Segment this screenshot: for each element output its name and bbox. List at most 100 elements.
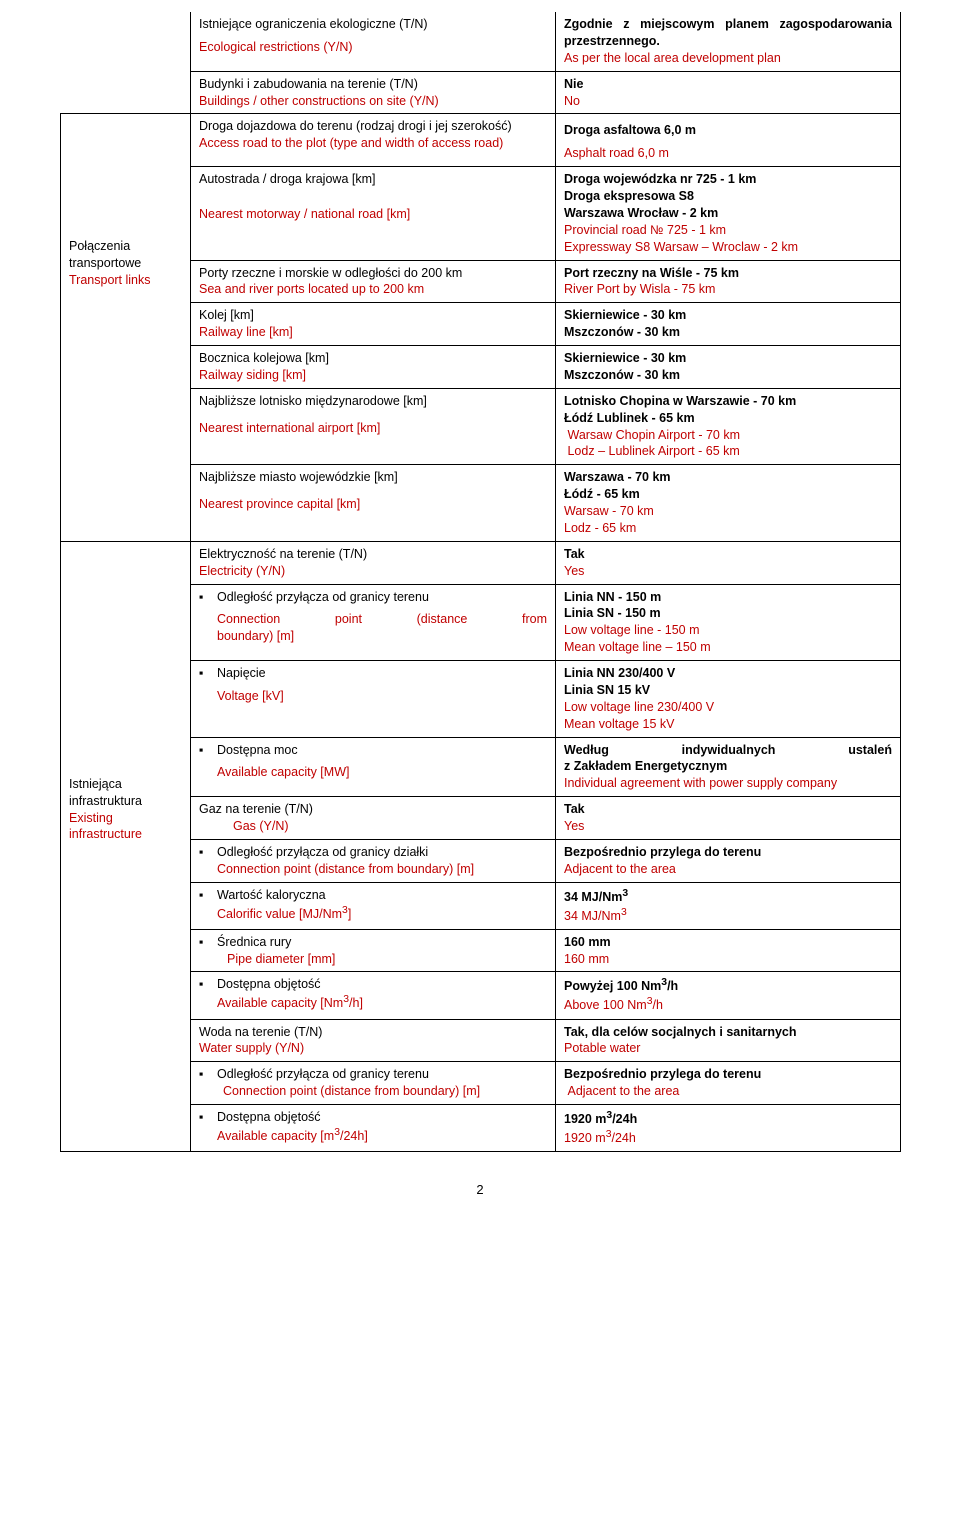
label-en: Water supply (Y/N) [199,1040,547,1057]
value-pl2: Mszczonów - 30 km [564,324,892,341]
value-en: Individual agreement with power supply c… [564,775,892,792]
label-en: Buildings / other constructions on site … [199,93,547,110]
label-cell: ▪ Odległość przyłącza od granicy terenu … [191,584,556,661]
label-en: Available capacity [m3/24h] [217,1126,547,1145]
value-cell: Bezpośrednio przylega do terenu Adjacent… [556,1062,901,1105]
label-cell: Najbliższe lotnisko międzynarodowe [km] … [191,388,556,465]
section-title-en1: Existing [69,810,182,827]
label-pl: Gaz na terenie (T/N) [199,801,547,818]
label-en: Voltage [kV] [217,688,547,705]
value-cell: Zgodnie z miejscowym planem zagospodarow… [556,12,901,71]
value-en: As per the local area development plan [564,50,892,67]
value-cell: Powyżej 100 Nm3/h Above 100 Nm3/h [556,972,901,1019]
value-en: Adjacent to the area [564,1083,892,1100]
label-pl: Bocznica kolejowa [km] [199,350,547,367]
label-cell: ▪ Dostępna objętość Available capacity [… [191,1105,556,1152]
value-cell: 34 MJ/Nm3 34 MJ/Nm3 [556,882,901,929]
value-en: Adjacent to the area [564,861,892,878]
value-en: River Port by Wisla - 75 km [564,281,892,298]
label-pl: Odległość przyłącza od granicy terenu [217,1066,547,1083]
value-cell: Według indywidualnych ustaleńz Zakładem … [556,737,901,797]
value-cell: Tak Yes [556,541,901,584]
value-en: Warsaw - 70 km [564,503,892,520]
value-cell: Linia NN - 150 m Linia SN - 150 m Low vo… [556,584,901,661]
value-cell: Tak Yes [556,797,901,840]
label-pl: Budynki i zabudowania na terenie (T/N) [199,76,547,93]
value-pl: 1920 m3/24h [564,1109,892,1128]
value-pl: Zgodnie z miejscowym planem zagospodarow… [564,16,892,50]
section-header: Połączenia transportowe Transport links [61,114,191,541]
value-cell: Tak, dla celów socjalnych i sanitarnych … [556,1019,901,1062]
empty-cell [61,12,191,114]
label-pl: Woda na terenie (T/N) [199,1024,547,1041]
value-cell: Lotnisko Chopina w Warszawie - 70 km Łód… [556,388,901,465]
value-pl: 160 mm [564,934,892,951]
label-pl: Najbliższe miasto wojewódzkie [km] [199,469,547,486]
value-cell: Droga asfaltowa 6,0 m Asphalt road 6,0 m [556,114,901,167]
label-cell: ▪ Dostępna moc Available capacity [MW] [191,737,556,797]
value-en: Low voltage line 230/400 V [564,699,892,716]
value-cell: Nie No [556,71,901,114]
label-cell: Porty rzeczne i morskie w odległości do … [191,260,556,303]
label-pl: Wartość kaloryczna [217,887,547,904]
section-title-pl: Połączenia [69,238,182,255]
label-cell: ▪ Średnica rury Pipe diameter [mm] [191,929,556,972]
value-pl: Port rzeczny na Wiśle - 75 km [564,265,892,282]
value-pl: Bezpośrednio przylega do terenu [564,1066,892,1083]
value-en: Yes [564,563,892,580]
label-en: Connection point (distance from boundary… [217,861,547,878]
label-cell: Elektryczność na terenie (T/N) Electrici… [191,541,556,584]
section-title-pl2: transportowe [69,255,182,272]
label-pl: Najbliższe lotnisko międzynarodowe [km] [199,393,547,410]
section-title-en: Transport links [69,272,182,289]
label-pl: Napięcie [217,665,547,682]
value-cell: Droga wojewódzka nr 725 - 1 km Droga eks… [556,167,901,260]
label-en: Railway line [km] [199,324,547,341]
value-cell: 1920 m3/24h 1920 m3/24h [556,1105,901,1152]
value-cell: Warszawa - 70 km Łódź - 65 km Warsaw - 7… [556,465,901,542]
property-table: Istniejące ograniczenia ekologiczne (T/N… [60,12,901,1152]
label-en: Sea and river ports located up to 200 km [199,281,547,298]
label-en-b: boundary) [m] [217,628,547,645]
value-en: Yes [564,818,892,835]
value-en2: Mean voltage 15 kV [564,716,892,733]
label-pl: Dostępna objętość [217,976,547,993]
value-en2: Lodz – Lublinek Airport - 65 km [564,443,892,460]
label-pl: Elektryczność na terenie (T/N) [199,546,547,563]
value-cell: Skierniewice - 30 km Mszczonów - 30 km [556,346,901,389]
section-title-pl: Istniejąca [69,776,182,793]
label-en: Pipe diameter [mm] [227,951,547,968]
value-cell: Bezpośrednio przylega do terenu Adjacent… [556,839,901,882]
section-header: Istniejącainfrastruktura Existing infras… [61,541,191,1151]
label-en: Connection point (distance from boundary… [223,1083,547,1100]
label-cell: Najbliższe miasto wojewódzkie [km] Neare… [191,465,556,542]
value-pl2: Linia SN 15 kV [564,682,892,699]
label-pl: Dostępna objętość [217,1109,547,1126]
label-en: Ecological restrictions (Y/N) [199,39,547,56]
label-cell: Droga dojazdowa do terenu (rodzaj drogi … [191,114,556,167]
label-pl: Kolej [km] [199,307,547,324]
label-en: Nearest motorway / national road [km] [199,206,547,223]
value-pl: Tak, dla celów socjalnych i sanitarnych [564,1024,892,1041]
label-en-a: Connection point (distance from [217,611,547,628]
label-en: Nearest province capital [km] [199,496,547,513]
label-en: Calorific value [MJ/Nm3] [217,904,547,923]
value-en2: Lodz - 65 km [564,520,892,537]
value-en: 1920 m3/24h [564,1128,892,1147]
label-en: Gas (Y/N) [233,818,547,835]
value-en: 160 mm [564,951,892,968]
value-en2: Expressway S8 Warsaw – Wroclaw - 2 km [564,239,892,256]
value-pl: Warszawa - 70 km [564,469,892,486]
label-pl: Autostrada / droga krajowa [km] [199,171,547,188]
value-en: No [564,93,892,110]
label-pl: Odległość przyłącza od granicy terenu [217,589,547,606]
value-pl: Skierniewice - 30 km [564,307,892,324]
label-en: Nearest international airport [km] [199,420,547,437]
value-en2: Mean voltage line – 150 m [564,639,892,656]
value-en: Low voltage line - 150 m [564,622,892,639]
label-pl: Porty rzeczne i morskie w odległości do … [199,265,547,282]
value-en: Asphalt road 6,0 m [564,145,892,162]
value-en: Above 100 Nm3/h [564,995,892,1014]
value-cell: Port rzeczny na Wiśle - 75 km River Port… [556,260,901,303]
page-number: 2 [60,1182,900,1197]
